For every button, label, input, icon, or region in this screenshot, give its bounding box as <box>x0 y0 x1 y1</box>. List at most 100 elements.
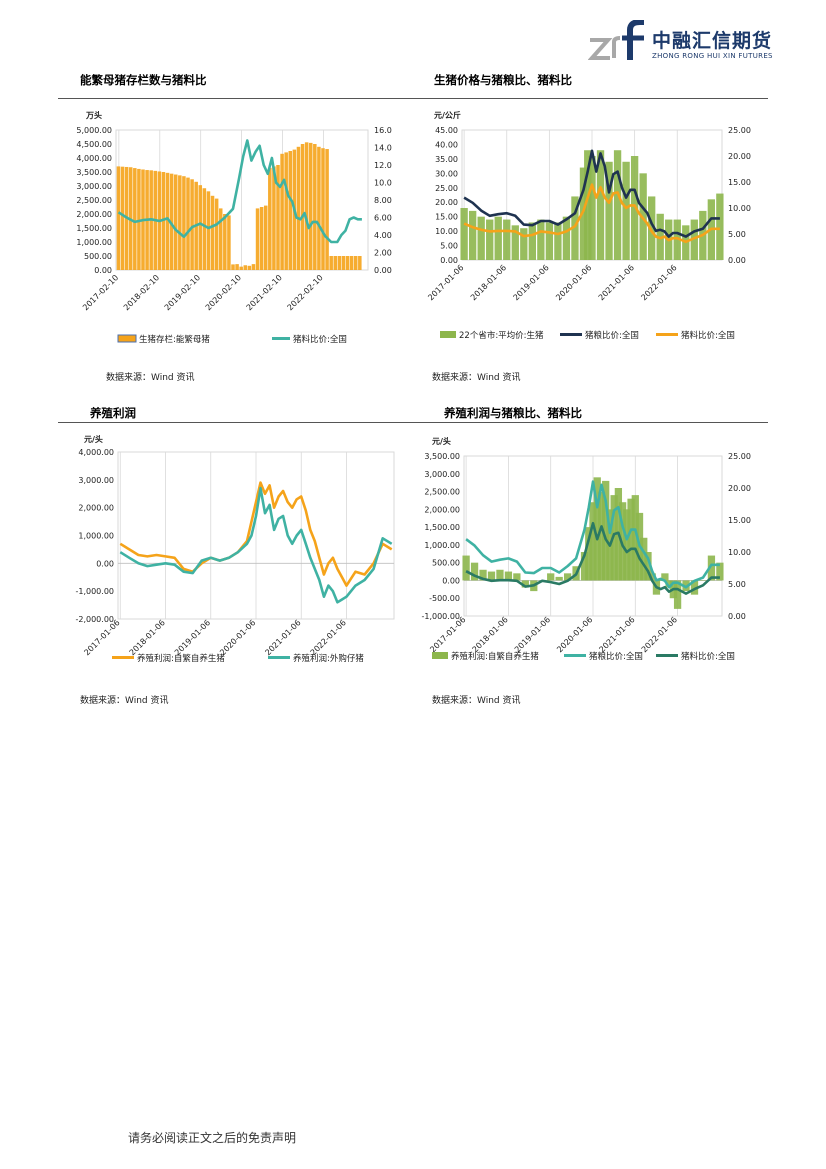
chart-breeding-profit: 元/头 -2,000.00 -1,000.00 0.00 1,000.00 2,000.0… <box>62 428 402 676</box>
bar-0 <box>223 214 227 270</box>
x-axis-tick-label: 2019-01-06 <box>173 618 212 657</box>
bar-0 <box>462 555 470 581</box>
bar-0 <box>511 225 519 260</box>
bar-0 <box>503 219 511 260</box>
bar-0 <box>597 491 606 581</box>
bar-0 <box>648 196 656 260</box>
data-source-note: 数据来源：Wind 资讯 <box>106 373 195 383</box>
bar-0 <box>622 161 630 260</box>
bar-0 <box>627 498 635 581</box>
bar-0 <box>268 167 272 270</box>
bar-0 <box>296 146 301 270</box>
y2-axis-tick-label: 16.00 <box>374 126 392 135</box>
bar-0 <box>353 256 358 270</box>
bar-0 <box>563 573 572 581</box>
y-axis-tick-label: -2,000.00 <box>75 615 114 624</box>
bar-0 <box>276 165 280 270</box>
bar-0 <box>554 222 562 260</box>
bar-0 <box>358 256 362 270</box>
y-axis-tick-label: 0.00 <box>442 576 460 585</box>
y-axis-tick-label: 0.00 <box>96 559 114 568</box>
bar-0 <box>288 151 293 270</box>
y2-axis-tick-label: 14.00 <box>374 144 392 153</box>
y-axis-tick-label: 3,500.00 <box>424 452 460 461</box>
x-axis-tick-label: 2020-02-10 <box>204 273 243 312</box>
bar-0 <box>300 144 305 270</box>
y2-axis-tick-label: 5.00 <box>728 580 746 589</box>
x-axis-tick-label: 2021-02-10 <box>245 273 284 312</box>
series-line-1 <box>465 480 720 589</box>
bar-0 <box>613 150 622 260</box>
bar-0 <box>479 569 487 581</box>
y-axis-tick-label: 1,000.00 <box>424 541 460 550</box>
bar-0 <box>528 222 536 260</box>
bar-0 <box>673 580 682 609</box>
data-source-note: 数据来源：Wind 资讯 <box>432 696 521 706</box>
y2-axis-tick-label: 12.00 <box>374 161 392 170</box>
bar-0 <box>178 175 182 270</box>
legend-label: 猪粮比价:全国 <box>589 651 643 662</box>
y-axis-tick-label: 30.00 <box>435 169 458 178</box>
y-axis-tick-label: 40.00 <box>435 140 458 149</box>
y2-axis-tick-label: 25.00 <box>728 126 751 135</box>
bar-0 <box>545 222 554 260</box>
bar-0 <box>239 266 243 270</box>
bar-0 <box>227 215 231 270</box>
series-line-0 <box>119 481 393 587</box>
x-axis-tick-label: 2021-01-06 <box>597 615 636 654</box>
bar-0 <box>585 527 593 581</box>
bar-0 <box>202 188 207 270</box>
x-axis-tick-label: 2022-02-10 <box>286 273 325 312</box>
y2-axis-tick-label: 10.00 <box>374 179 392 188</box>
y-axis-tick-label: 1,500.00 <box>76 224 112 233</box>
section-divider <box>58 98 768 99</box>
y-axis-tick-label: 45.00 <box>435 126 458 135</box>
y-axis-unit-label: 元/公斤 <box>434 110 461 120</box>
legend-label: 养殖利润:外购仔猪 <box>293 653 364 664</box>
legend-label: 养殖利润:自繁自养生猪 <box>137 653 225 664</box>
y-axis-tick-label: 10.00 <box>435 227 458 236</box>
legend-swatch <box>440 331 456 338</box>
bar-0 <box>562 216 571 260</box>
bar-0 <box>665 580 673 588</box>
section-title-breeding-profit: 养殖利润 <box>90 406 136 420</box>
x-axis-tick-label: 2020-01-06 <box>554 263 593 302</box>
bar-0 <box>661 573 669 581</box>
chart-hog-price-svg: 元/公斤 0.00 5.00 10.00 15.00 20.00 25.00 30.00 35.… <box>426 110 751 341</box>
y-axis-tick-label: 1,000.00 <box>76 238 112 247</box>
y-axis-unit-label: 元/头 <box>432 436 451 446</box>
y-axis-tick-label: 35.00 <box>435 155 458 164</box>
legend-label: 猪料比价:全国 <box>293 334 347 345</box>
bar-0 <box>494 216 502 260</box>
x-axis-tick-label: 2019-01-06 <box>513 615 552 654</box>
bar-0 <box>341 256 346 270</box>
x-axis-tick-label: 2020-01-06 <box>218 618 257 657</box>
series-line-2 <box>463 183 720 244</box>
bar-0 <box>235 264 239 270</box>
data-source-note: 数据来源：Wind 资讯 <box>432 373 521 383</box>
legend-swatch <box>432 652 448 659</box>
y-axis-tick-label: 5.00 <box>440 242 458 251</box>
y2-axis-tick-label: 6.00 <box>374 214 392 223</box>
bar-0 <box>304 142 309 270</box>
bar-0 <box>133 168 137 270</box>
data-source-note: 数据来源：Wind 资讯 <box>80 696 169 706</box>
y2-axis-tick-label: 20.00 <box>728 484 751 493</box>
bar-0 <box>460 208 468 260</box>
bar-0 <box>317 146 321 270</box>
x-axis-tick-label: 2020-01-06 <box>555 615 594 654</box>
y-axis-tick-label: -1,000.00 <box>75 587 114 596</box>
bar-0 <box>673 219 681 260</box>
legend-label: 22个省市:平均价:生猪 <box>459 330 544 341</box>
bar-0 <box>231 264 235 270</box>
bar-0 <box>487 571 496 581</box>
bar-0 <box>690 219 698 260</box>
y-axis-tick-label: 4,000.00 <box>78 448 114 457</box>
legend-label: 养殖利润:自繁自养生猪 <box>451 651 539 662</box>
y-axis-tick-label: 2,500.00 <box>76 196 112 205</box>
x-axis-tick-label: 2017-02-10 <box>81 273 120 312</box>
y-axis-tick-label: 1,000.00 <box>78 532 114 541</box>
bar-0 <box>580 552 589 581</box>
bar-0 <box>210 195 215 270</box>
bar-0 <box>470 562 479 581</box>
